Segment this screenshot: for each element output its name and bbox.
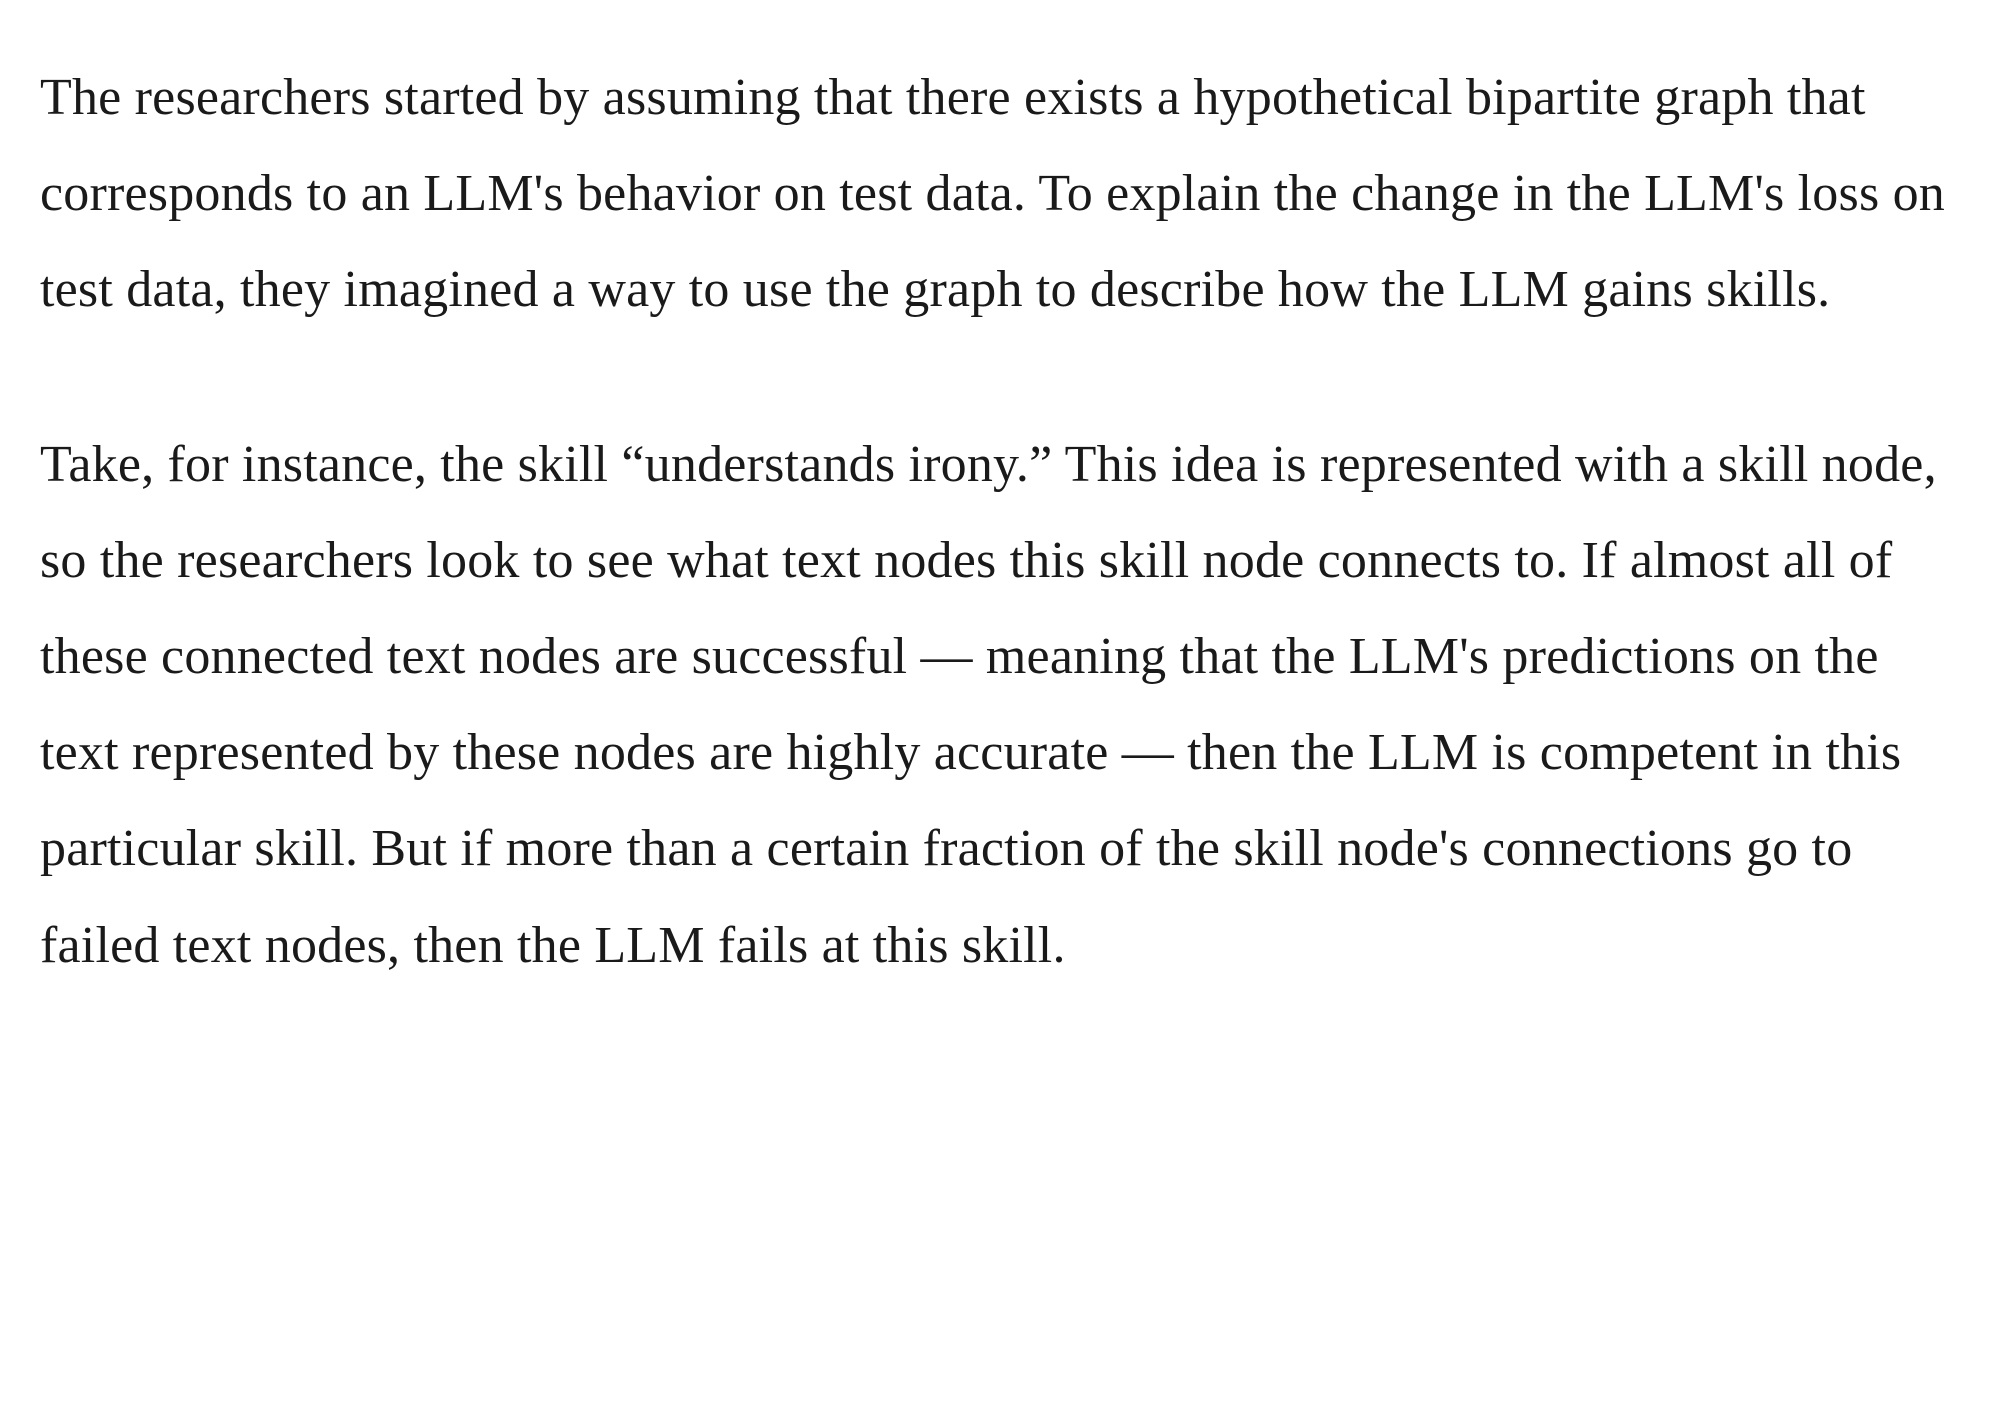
paragraph-2: Take, for instance, the skill “understan… xyxy=(40,417,1960,994)
article-body: The researchers started by assuming that… xyxy=(40,50,1960,994)
paragraph-1: The researchers started by assuming that… xyxy=(40,50,1960,339)
